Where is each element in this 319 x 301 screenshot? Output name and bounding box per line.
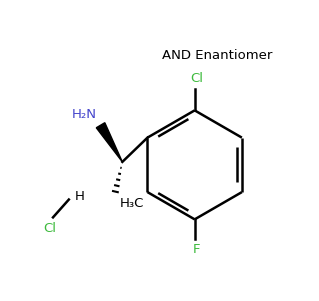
Text: H₂N: H₂N xyxy=(71,108,97,121)
Text: H₃C: H₃C xyxy=(119,197,144,209)
Text: F: F xyxy=(193,243,200,256)
Text: AND Enantiomer: AND Enantiomer xyxy=(162,49,273,62)
Polygon shape xyxy=(96,123,122,162)
Text: H: H xyxy=(75,190,85,203)
Text: Cl: Cl xyxy=(190,72,203,85)
Text: Cl: Cl xyxy=(43,222,56,235)
